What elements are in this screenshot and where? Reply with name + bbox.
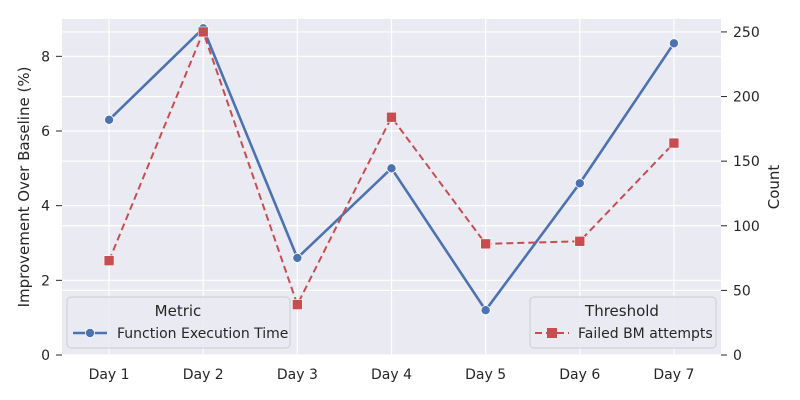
- series: [103, 23, 680, 316]
- x-tick-label: Day 3: [277, 367, 318, 383]
- right-y-tick-label: 150: [733, 154, 760, 170]
- series-point-marker: [292, 299, 303, 310]
- left-y-tick-label: 6: [41, 124, 50, 140]
- x-tick-label: Day 2: [183, 367, 224, 383]
- threshold-legend: Threshold Failed BM attempts: [529, 296, 717, 349]
- series-point-marker: [386, 163, 397, 174]
- metric-legend-marker-icon: [85, 327, 96, 338]
- right-y-tick-label: 0: [733, 348, 742, 364]
- series-point-marker: [480, 305, 491, 316]
- series-point-marker: [574, 235, 586, 247]
- threshold-legend-box: [529, 296, 717, 349]
- right-y-tick-label: 50: [733, 283, 751, 299]
- threshold-legend-title: Threshold: [584, 302, 659, 320]
- left-axis-label: Improvement Over Baseline (%): [15, 67, 33, 308]
- series-point-marker: [104, 114, 115, 125]
- threshold-legend-marker-icon: [547, 328, 557, 338]
- series-point-marker: [292, 252, 303, 263]
- series-point-marker: [480, 238, 491, 250]
- metric-legend: Metric Function Execution Time: [66, 296, 291, 349]
- series-point-marker: [668, 38, 679, 49]
- left-y-tick-label: 0: [41, 348, 50, 364]
- right-y-tick-label: 200: [733, 90, 760, 106]
- series-point-marker: [574, 178, 585, 189]
- right-y-tick-label: 250: [733, 25, 760, 41]
- series-point-marker: [197, 26, 209, 38]
- left-y-tick-label: 8: [41, 49, 50, 65]
- x-tick-label: Day 1: [89, 367, 130, 383]
- x-tick-label: Day 5: [465, 367, 506, 383]
- x-tick-label: Day 7: [653, 367, 694, 383]
- left-y-tick-label: 4: [41, 199, 50, 215]
- series-point-marker: [668, 137, 680, 149]
- right-y-tick-label: 100: [733, 219, 760, 235]
- threshold-legend-entry: Failed BM attempts: [578, 326, 713, 342]
- tick-labels: Day 1 Day 2 Day 3 Day 4 Day 5 Day 6 Day 7 0 2 4 6 8…: [41, 25, 760, 383]
- x-tick-label: Day 4: [371, 367, 412, 383]
- metric-legend-entry: Function Execution Time: [117, 326, 288, 342]
- series-point-marker: [386, 111, 397, 123]
- gridlines: [62, 19, 721, 356]
- series-point-marker: [103, 255, 115, 266]
- metric-legend-box: [66, 296, 291, 349]
- metric-legend-title: Metric: [155, 302, 202, 320]
- x-tick-label: Day 6: [559, 367, 600, 383]
- right-axis-label: Count: [765, 165, 783, 210]
- left-y-tick-label: 2: [41, 273, 50, 289]
